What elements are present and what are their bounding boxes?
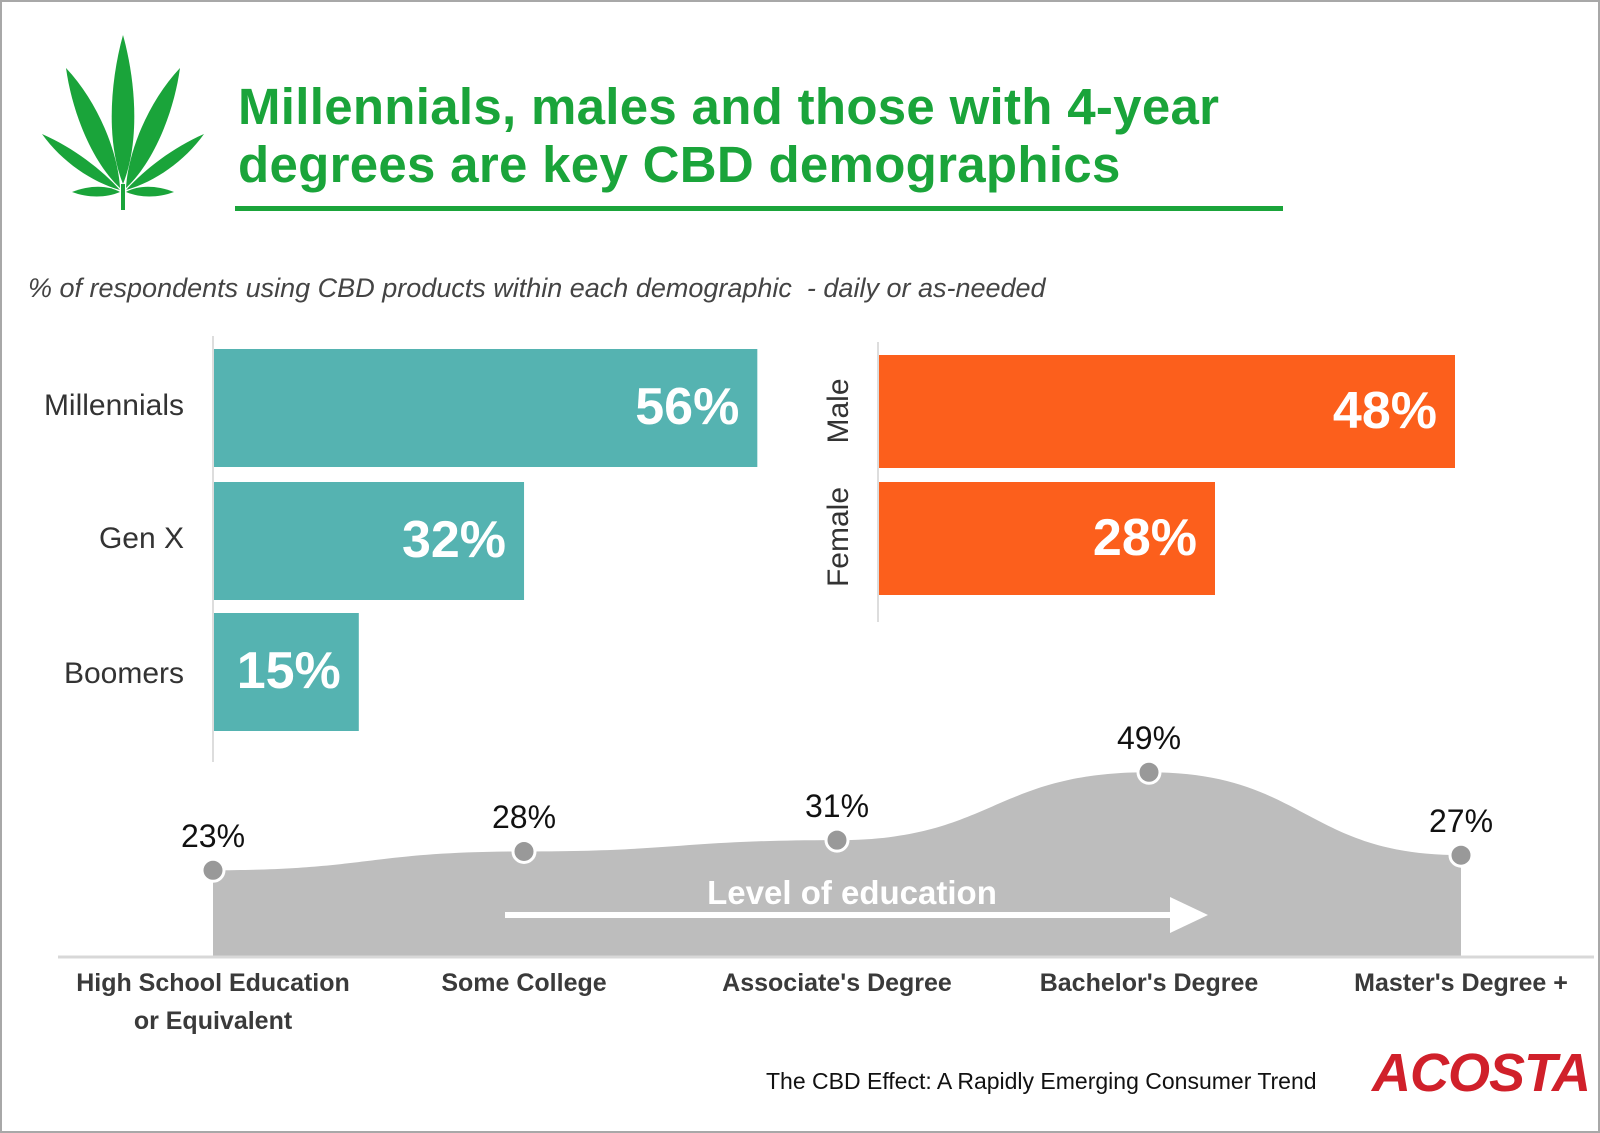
education-category-label: Some College	[354, 964, 694, 1002]
data-point	[200, 857, 226, 883]
title-underline	[235, 206, 1283, 211]
point-value-label: 49%	[1116, 720, 1182, 757]
category-line: Bachelor's Degree	[1039, 969, 1259, 997]
bar-boomers	[213, 613, 359, 731]
category-label-millennials: Millennials	[43, 389, 184, 422]
bar-gen-x	[213, 482, 525, 600]
arrow-right-icon	[1170, 897, 1208, 933]
generation-bars	[213, 349, 758, 731]
bar-value-label: 48%	[1332, 382, 1437, 440]
source-caption: The CBD Effect: A Rapidly Emerging Consu…	[766, 1068, 1317, 1094]
category-label-genx: Gen X	[98, 522, 184, 555]
category-line: or Equivalent	[133, 1007, 293, 1035]
subtitle: % of respondents using CBD products with…	[28, 273, 1046, 303]
category-label-boomers: Boomers	[63, 657, 184, 690]
title-line-1: Millennials, males and those with 4-year	[238, 78, 1220, 135]
data-point	[824, 827, 850, 853]
bar-value-label: 56%	[635, 378, 740, 436]
point-value-label: 31%	[804, 788, 870, 825]
education-category-label: Bachelor's Degree	[979, 964, 1319, 1002]
data-point	[511, 838, 537, 864]
bar-female	[879, 482, 1215, 595]
point-value-label: 28%	[491, 799, 557, 836]
education-category-label: Master's Degree +	[1291, 964, 1598, 1002]
education-category-label: Associate's Degree	[667, 964, 1007, 1002]
bar-value-label: 32%	[401, 511, 507, 569]
category-line: High School Education	[76, 969, 350, 997]
education-area-chart	[58, 759, 1594, 959]
education-area	[213, 772, 1461, 957]
acosta-logo: ACOSTA	[1372, 1043, 1591, 1103]
point-value-label: 27%	[1428, 803, 1494, 840]
data-point	[1136, 759, 1162, 785]
title-line-2: degrees are key CBD demographics	[238, 136, 1121, 193]
data-point	[1448, 842, 1474, 868]
cannabis-leaf-icon	[42, 35, 204, 210]
category-label-female: Female	[822, 486, 855, 588]
bar-value-label: 28%	[1092, 509, 1197, 567]
page-title: Millennials, males and those with 4-year…	[238, 78, 1219, 194]
bar-male	[879, 355, 1455, 468]
gender-bars	[879, 355, 1455, 595]
bar-value-label: 15%	[236, 642, 341, 700]
education-annotation: Level of education	[707, 874, 997, 911]
category-line: Master's Degree +	[1354, 969, 1568, 997]
category-line: Some College	[441, 969, 607, 997]
category-line: Associate's Degree	[722, 969, 952, 997]
category-label-male: Male	[822, 378, 855, 444]
education-category-label: High School Education or Equivalent	[43, 964, 383, 1040]
bar-millennials	[213, 349, 758, 467]
point-value-label: 23%	[180, 818, 246, 855]
